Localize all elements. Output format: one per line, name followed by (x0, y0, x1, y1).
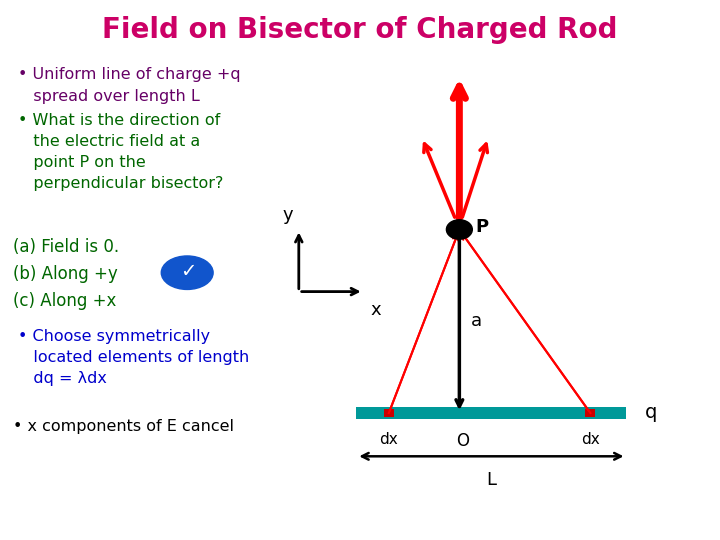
Text: (b) Along +y: (b) Along +y (13, 265, 117, 282)
Bar (356, 407, 626, 419)
Text: L: L (487, 471, 496, 489)
Text: x: x (371, 301, 382, 319)
Bar (384, 409, 394, 417)
Text: ✓: ✓ (181, 262, 197, 281)
Ellipse shape (161, 256, 213, 289)
Text: • What is the direction of
   the electric field at a
   point P on the
   perpe: • What is the direction of the electric … (18, 113, 223, 191)
Text: O: O (456, 432, 469, 450)
Circle shape (446, 220, 472, 239)
Text: a: a (471, 312, 482, 330)
Text: P: P (475, 218, 488, 236)
Text: dx: dx (581, 432, 600, 447)
Text: (c) Along +x: (c) Along +x (13, 292, 117, 309)
Bar (585, 409, 595, 417)
Text: y: y (283, 206, 293, 224)
Text: • Choose symmetrically
   located elements of length
   dq = λdx: • Choose symmetrically located elements … (18, 329, 249, 387)
Text: • Uniform line of charge +q
   spread over length L: • Uniform line of charge +q spread over … (18, 68, 240, 104)
Text: dx: dx (379, 432, 398, 447)
Text: Field on Bisector of Charged Rod: Field on Bisector of Charged Rod (102, 16, 618, 44)
Text: • x components of E cancel: • x components of E cancel (13, 418, 234, 434)
Text: q: q (644, 402, 657, 422)
Text: (a) Field is 0.: (a) Field is 0. (13, 238, 119, 255)
